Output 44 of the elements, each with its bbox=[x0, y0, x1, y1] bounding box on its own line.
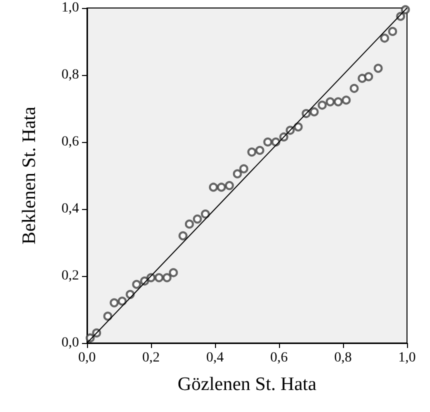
point bbox=[350, 84, 359, 93]
point bbox=[178, 231, 188, 240]
point bbox=[342, 96, 351, 105]
point bbox=[216, 182, 226, 192]
point bbox=[263, 138, 272, 146]
point bbox=[326, 97, 335, 106]
y-tick-label: 0,4 bbox=[62, 202, 79, 216]
x-tick-label: 0,4 bbox=[206, 350, 224, 366]
x-tick-label: 0,8 bbox=[334, 350, 352, 366]
point bbox=[388, 26, 398, 36]
point bbox=[168, 268, 178, 278]
point bbox=[154, 273, 164, 282]
x-tick-label: 0,2 bbox=[142, 350, 160, 366]
x-tick-label: 0,0 bbox=[78, 350, 96, 366]
point bbox=[255, 146, 264, 155]
point bbox=[184, 220, 194, 229]
point bbox=[239, 164, 248, 174]
point bbox=[247, 148, 256, 157]
y-tick-label: 0,0 bbox=[62, 336, 79, 350]
y-tick-label: 0,2 bbox=[62, 268, 79, 284]
point bbox=[380, 34, 390, 43]
point bbox=[232, 169, 242, 178]
point bbox=[364, 72, 374, 82]
y-tick-label: 0,6 bbox=[62, 134, 79, 150]
point bbox=[208, 182, 218, 192]
point bbox=[310, 107, 319, 116]
y-tick-label: 0,8 bbox=[62, 68, 79, 82]
point bbox=[334, 97, 343, 106]
point bbox=[162, 273, 172, 282]
point bbox=[192, 214, 202, 224]
x-axis-title: Gözlenen St. Hata bbox=[178, 374, 317, 395]
point bbox=[374, 64, 383, 73]
point bbox=[200, 210, 210, 219]
point bbox=[224, 181, 234, 190]
point bbox=[118, 296, 127, 306]
x-tick-label: 0,6 bbox=[270, 350, 288, 366]
point bbox=[294, 122, 303, 132]
point bbox=[318, 100, 327, 110]
point bbox=[132, 280, 142, 289]
x-tick-label: 1,0 bbox=[398, 350, 416, 366]
y-tick-label: 1,0 bbox=[62, 0, 79, 16]
point bbox=[110, 298, 119, 308]
y-axis-title: Beklenen St. Hata bbox=[19, 106, 40, 244]
point bbox=[103, 312, 112, 321]
